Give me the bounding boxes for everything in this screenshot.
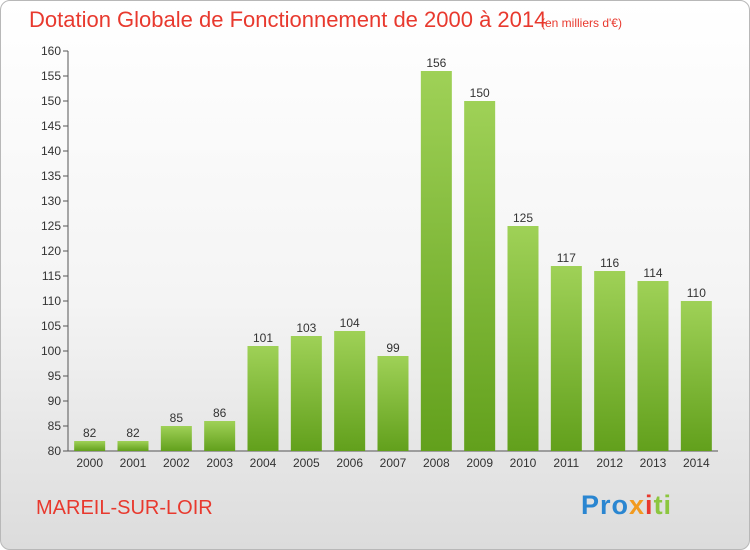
bar-value-label: 103 xyxy=(296,321,316,335)
logo-part: ti xyxy=(653,490,673,520)
y-tick-label: 80 xyxy=(48,444,62,458)
y-tick-label: 145 xyxy=(41,119,61,133)
bar-value-label: 114 xyxy=(643,266,662,280)
logo-part: i xyxy=(645,490,654,520)
y-tick-label: 135 xyxy=(41,169,61,183)
x-tick-label: 2009 xyxy=(466,456,493,470)
y-tick-label: 160 xyxy=(41,44,61,58)
x-tick-label: 2007 xyxy=(380,456,407,470)
bar xyxy=(74,441,106,451)
bar-value-label: 86 xyxy=(213,406,227,420)
bar-value-label: 85 xyxy=(170,411,184,425)
bar xyxy=(160,426,192,451)
y-tick-label: 120 xyxy=(41,244,61,258)
bar-value-label: 117 xyxy=(557,251,576,265)
bar-value-label: 156 xyxy=(426,56,446,70)
logo-part: x xyxy=(629,490,646,520)
x-tick-label: 2014 xyxy=(683,456,710,470)
y-tick-label: 105 xyxy=(41,319,61,333)
x-tick-label: 2003 xyxy=(206,456,233,470)
y-tick-label: 115 xyxy=(42,269,61,283)
bar xyxy=(464,101,496,451)
proxiti-logo: Proxiti xyxy=(581,490,672,521)
bar-value-label: 99 xyxy=(386,341,400,355)
bar xyxy=(247,346,279,451)
logo-part: Pro xyxy=(581,490,630,520)
y-tick-label: 140 xyxy=(41,144,61,158)
y-tick-label: 100 xyxy=(41,344,61,358)
bar-value-label: 82 xyxy=(126,426,140,440)
x-tick-label: 2013 xyxy=(640,456,667,470)
bar-value-label: 110 xyxy=(687,286,706,300)
commune-name: MAREIL-SUR-LOIR xyxy=(36,497,213,519)
bar xyxy=(680,301,712,451)
x-tick-label: 2005 xyxy=(293,456,320,470)
y-tick-label: 150 xyxy=(41,94,61,108)
bar-value-label: 104 xyxy=(340,316,360,330)
y-tick-label: 125 xyxy=(41,219,61,233)
y-tick-label: 110 xyxy=(42,294,61,308)
x-tick-label: 2006 xyxy=(336,456,363,470)
x-tick-label: 2008 xyxy=(423,456,450,470)
bar xyxy=(204,421,236,451)
y-tick-label: 155 xyxy=(41,69,61,83)
chart-title: Dotation Globale de Fonctionnement de 20… xyxy=(29,7,547,32)
bar xyxy=(117,441,149,451)
bar xyxy=(594,271,626,451)
x-tick-label: 2000 xyxy=(76,456,103,470)
chart-subtitle: (en milliers d'€) xyxy=(541,16,622,30)
y-tick-label: 90 xyxy=(48,394,62,408)
bar xyxy=(420,71,452,451)
bar-value-label: 82 xyxy=(83,426,97,440)
x-tick-label: 2002 xyxy=(163,456,190,470)
x-tick-label: 2001 xyxy=(120,456,147,470)
x-tick-label: 2004 xyxy=(250,456,277,470)
x-tick-label: 2010 xyxy=(510,456,537,470)
y-tick-label: 85 xyxy=(48,419,62,433)
y-tick-label: 130 xyxy=(41,194,61,208)
bar xyxy=(377,356,409,451)
bar-value-label: 101 xyxy=(253,331,273,345)
bar xyxy=(550,266,582,451)
x-tick-label: 2011 xyxy=(553,456,579,470)
bar-value-label: 150 xyxy=(470,86,490,100)
bar xyxy=(637,281,669,451)
bar xyxy=(290,336,322,451)
bar xyxy=(334,331,366,451)
x-tick-label: 2012 xyxy=(596,456,623,470)
bar xyxy=(507,226,539,451)
y-tick-label: 95 xyxy=(48,369,62,383)
bar-value-label: 125 xyxy=(513,211,533,225)
bar-value-label: 116 xyxy=(600,256,619,270)
